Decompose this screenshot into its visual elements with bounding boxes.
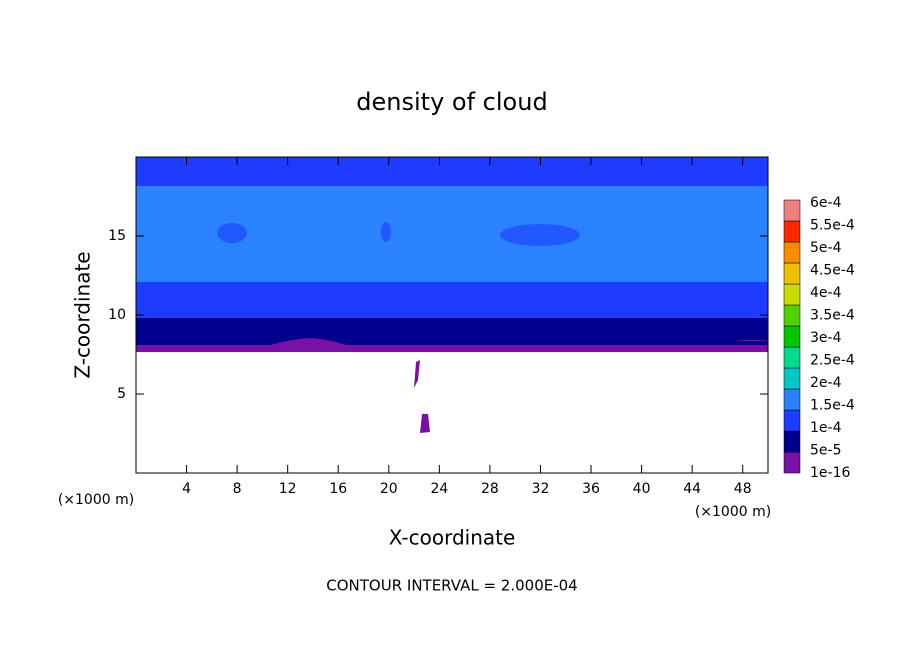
colorbar-label: 1e-16 (810, 465, 850, 481)
contour-patch (500, 224, 580, 246)
x-tick-label: 32 (532, 481, 550, 497)
y-tick-label: 10 (108, 307, 126, 323)
x-tick-label: 44 (683, 481, 701, 497)
colorbar-label: 5e-5 (810, 443, 841, 459)
y-tick-label: 15 (108, 228, 126, 244)
contour-interval: CONTOUR INTERVAL = 2.000E-04 (326, 577, 577, 595)
colorbar-box (783, 367, 801, 390)
x-tick-label: 28 (481, 481, 499, 497)
contour-band (700, 346, 735, 352)
colorbar-box (783, 388, 801, 411)
x-tick-label: 16 (329, 481, 347, 497)
colorbar-label: 4.5e-4 (810, 263, 855, 279)
x-tick-label: 24 (430, 481, 448, 497)
colorbar-label: 1.5e-4 (810, 398, 855, 414)
colorbar-label: 4e-4 (810, 285, 842, 301)
y-unit: (×1000 m) (58, 492, 134, 508)
x-tick-label: 20 (380, 481, 398, 497)
x-tick-label: 12 (279, 481, 297, 497)
contour-patch (414, 360, 420, 388)
contour-band (136, 323, 768, 345)
colorbar-box (783, 283, 801, 306)
colorbar-box (783, 304, 801, 327)
contour-band (136, 300, 768, 318)
colorbar-box (783, 262, 801, 285)
x-tick-label: 8 (233, 481, 242, 497)
colorbar-box (783, 346, 801, 369)
x-tick-label: 36 (582, 481, 600, 497)
colorbar-label: 2.5e-4 (810, 353, 855, 369)
x-tick-label: 48 (734, 481, 752, 497)
colorbar-label: 1e-4 (810, 420, 842, 436)
contour-band (250, 338, 360, 352)
colorbar-box (783, 241, 801, 264)
colorbar-box (783, 451, 801, 474)
colorbar-box (783, 220, 801, 243)
colorbar-box (783, 325, 801, 348)
colorbar-label: 6e-4 (810, 195, 842, 211)
x-tick-label: 4 (182, 481, 191, 497)
plot-area (135, 156, 769, 474)
contour-band (136, 286, 768, 300)
colorbar-box (783, 409, 801, 432)
contour-patch (217, 223, 247, 243)
contour-patch (381, 222, 391, 242)
contour-patch (420, 414, 430, 433)
colorbar-box (783, 430, 801, 453)
y-tick-label: 5 (117, 386, 126, 402)
colorbar-label: 3e-4 (810, 330, 842, 346)
colorbar-label: 5e-4 (810, 240, 842, 256)
y-axis-label: Z-coordinate (71, 251, 95, 378)
colorbar-label: 5.5e-4 (810, 218, 855, 234)
x-axis-label: X-coordinate (389, 526, 516, 550)
x-tick-label: 40 (633, 481, 651, 497)
colorbar-box (783, 199, 801, 222)
colorbar-label: 3.5e-4 (810, 308, 855, 324)
contour-band (136, 157, 768, 186)
x-unit: (×1000 m) (695, 504, 771, 520)
colorbar-label: 2e-4 (810, 375, 842, 391)
chart-title: density of cloud (356, 88, 547, 116)
